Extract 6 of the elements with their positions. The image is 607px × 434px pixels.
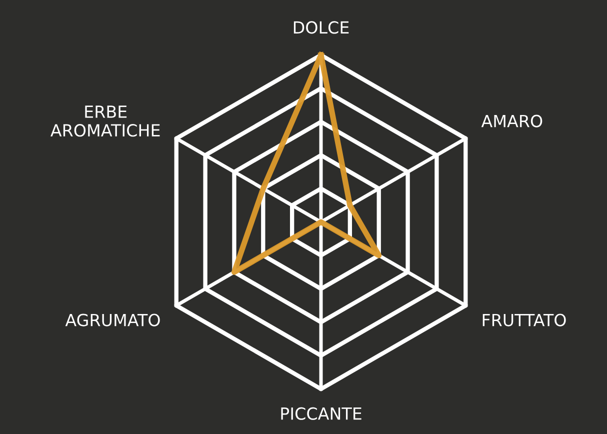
spoke-label: AGRUMATO [65, 314, 160, 326]
spoke-label: DOLCE [294, 21, 349, 34]
spoke-label: FRUTTATO [482, 314, 566, 326]
spoke-label: ERBE AROMATICHE [50, 106, 160, 137]
spoke-label: AMARO [481, 114, 542, 128]
spoke-label: PICCANTE [281, 407, 362, 420]
